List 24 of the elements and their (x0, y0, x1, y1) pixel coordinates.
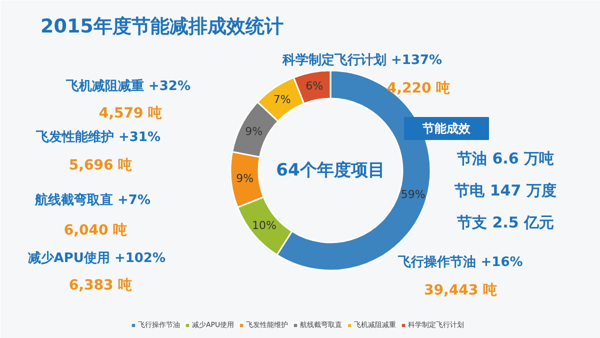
text: 5,696 吨 (68, 158, 132, 174)
text: 64个年度项目 (276, 160, 385, 180)
text: 科学制定飞行计划 +137% (282, 52, 442, 68)
data-label: 59% (400, 188, 426, 201)
text: 节电 147 万度 (454, 182, 556, 200)
data-label: 9% (245, 124, 263, 138)
text: 节支 2.5 亿元 (456, 214, 554, 232)
text: 4,220 吨 (386, 80, 450, 96)
data-label: 6% (306, 80, 324, 93)
text: 6,383 吨 (68, 278, 132, 294)
text: 减少APU使用 +102% (28, 251, 166, 266)
text: 节油 6.6 万吨 (456, 150, 554, 168)
data-label: 9% (236, 172, 254, 186)
chart-title: 2015年度节能减排成效统计 (40, 16, 284, 38)
text: 6,040 吨 (64, 222, 128, 238)
text: 飞行操作节油 +16% (397, 255, 523, 270)
data-label: 10% (252, 218, 276, 232)
text: 4,579 吨 (98, 106, 162, 122)
text: 飞机减阻减重 +32% (64, 78, 191, 94)
text: 节能成效 (422, 122, 472, 136)
text: 航线截弯取直 +7% (34, 192, 151, 208)
text: 飞发性能维护 +31% (34, 129, 161, 145)
data-label: 7% (273, 92, 291, 106)
text: 39,443 吨 (424, 282, 497, 298)
